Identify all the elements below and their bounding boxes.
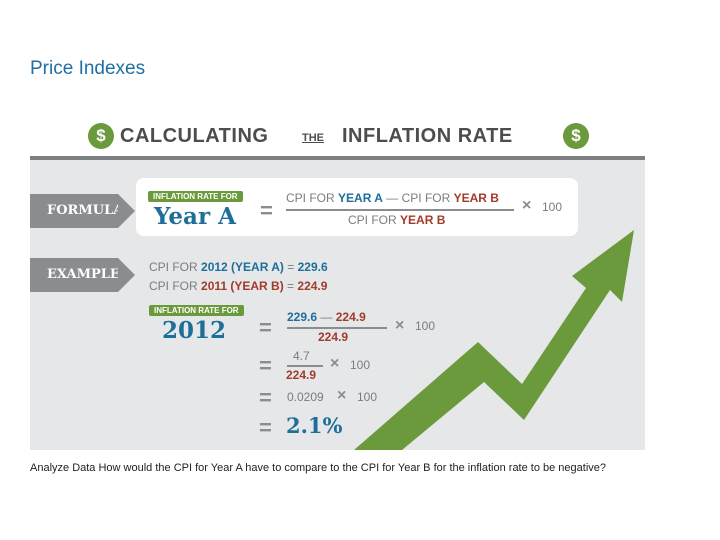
dollar-icon: $ [563, 123, 589, 149]
step1-fraction-line [287, 327, 387, 329]
step2-fraction-line [287, 365, 323, 367]
step1-equals: = [259, 315, 272, 340]
result-equals: = [259, 415, 272, 440]
step1-numerator: 229.6 — 224.9 [287, 310, 366, 324]
formula-fraction-line [286, 209, 514, 211]
step2-equals: = [259, 353, 272, 378]
formula-tag: FORMULA [30, 194, 135, 228]
dollar-icon: $ [88, 123, 114, 149]
infographic-header: $ CALCULATING THE INFLATION RATE $ [30, 112, 645, 158]
step1-denominator: 224.9 [318, 330, 349, 344]
step3-equals: = [259, 385, 272, 410]
step3-times-icon: × [337, 387, 347, 404]
slide-title: Price Indexes [30, 58, 146, 79]
formula-numerator: CPI FOR YEAR A — CPI FOR YEAR B [286, 191, 499, 205]
formula-box: INFLATION RATE FOR Year A = CPI FOR YEAR… [136, 178, 578, 236]
step1-hundred: 100 [415, 319, 436, 333]
header-the: THE [302, 132, 324, 144]
formula-pill: INFLATION RATE FOR [148, 191, 243, 202]
formula-year-a: Year A [154, 203, 236, 230]
formula-equals: = [260, 198, 273, 223]
rising-arrow-icon [354, 230, 634, 450]
question-text: Analyze Data How would the CPI for Year … [30, 462, 607, 474]
example-line-year-b: CPI FOR 2011 (YEAR B) = 224.9 [149, 279, 328, 293]
header-divider [30, 156, 645, 160]
step3-value: 0.0209 [287, 390, 324, 404]
step2-times-icon: × [330, 355, 340, 372]
example-year-2012: 2012 [162, 317, 227, 344]
step3-hundred: 100 [357, 390, 378, 404]
example-pill: INFLATION RATE FOR [149, 305, 244, 316]
formula-times-icon: × [522, 197, 532, 214]
example-line-year-a: CPI FOR 2012 (YEAR A) = 229.6 [149, 260, 328, 274]
header-calculating: CALCULATING [120, 125, 269, 147]
header-inflation-rate: INFLATION RATE [342, 125, 513, 147]
step2-numerator: 4.7 [293, 349, 310, 363]
formula-denominator: CPI FOR YEAR B [348, 213, 446, 227]
inflation-infographic: $ CALCULATING THE INFLATION RATE $ FORMU… [30, 112, 645, 450]
result-value: 2.1% [286, 413, 343, 438]
step2-hundred: 100 [350, 358, 371, 372]
step1-times-icon: × [395, 317, 405, 334]
step2-denominator: 224.9 [286, 368, 317, 382]
formula-hundred: 100 [542, 200, 563, 214]
example-tag: EXAMPLE [30, 258, 135, 292]
